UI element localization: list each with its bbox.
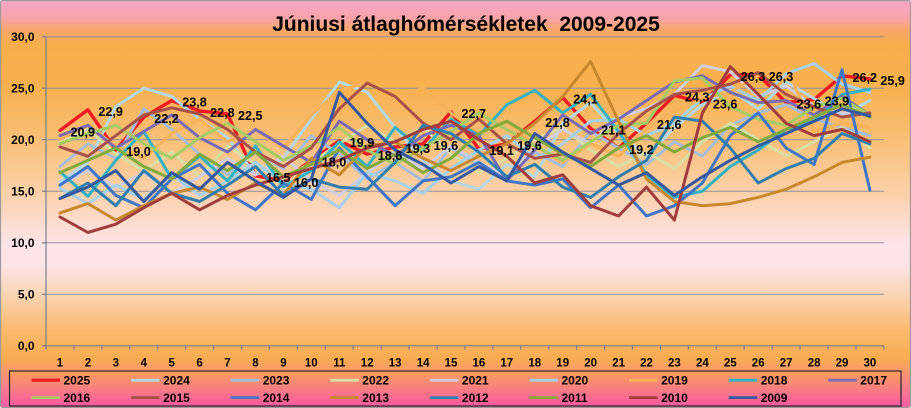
svg-text:19: 19 bbox=[556, 358, 569, 370]
svg-text:23,6: 23,6 bbox=[713, 98, 738, 112]
svg-text:5,0: 5,0 bbox=[18, 288, 35, 302]
svg-text:19,6: 19,6 bbox=[434, 139, 459, 153]
svg-text:19,1: 19,1 bbox=[489, 144, 514, 158]
svg-text:19,3: 19,3 bbox=[406, 142, 431, 156]
svg-text:18,6: 18,6 bbox=[378, 149, 403, 163]
svg-text:25,0: 25,0 bbox=[11, 81, 35, 95]
svg-text:23,9: 23,9 bbox=[825, 95, 850, 109]
svg-text:21: 21 bbox=[612, 358, 625, 370]
svg-text:2024: 2024 bbox=[163, 373, 190, 387]
svg-text:22: 22 bbox=[640, 358, 653, 370]
svg-text:22,9: 22,9 bbox=[98, 105, 123, 119]
svg-text:30: 30 bbox=[864, 358, 877, 370]
svg-text:2023: 2023 bbox=[263, 373, 290, 387]
svg-text:2012: 2012 bbox=[462, 391, 489, 405]
svg-text:24: 24 bbox=[696, 358, 709, 370]
svg-text:2009: 2009 bbox=[761, 391, 788, 405]
svg-text:18: 18 bbox=[528, 358, 541, 370]
svg-text:6: 6 bbox=[196, 358, 202, 370]
svg-text:2025: 2025 bbox=[64, 373, 91, 387]
svg-text:18,0: 18,0 bbox=[322, 155, 347, 169]
svg-text:26: 26 bbox=[752, 358, 765, 370]
svg-text:15,0: 15,0 bbox=[11, 184, 35, 198]
svg-text:23,6: 23,6 bbox=[797, 98, 822, 112]
svg-text:30,0: 30,0 bbox=[11, 30, 35, 44]
svg-text:20: 20 bbox=[584, 358, 597, 370]
svg-text:11: 11 bbox=[333, 358, 346, 370]
svg-text:8: 8 bbox=[252, 358, 259, 370]
svg-text:16,0: 16,0 bbox=[294, 176, 319, 190]
svg-text:21,8: 21,8 bbox=[545, 116, 570, 130]
svg-text:25: 25 bbox=[724, 358, 737, 370]
svg-text:2020: 2020 bbox=[562, 373, 589, 387]
svg-text:24,1: 24,1 bbox=[573, 93, 598, 107]
svg-text:21,1: 21,1 bbox=[601, 123, 626, 137]
svg-text:2016: 2016 bbox=[64, 391, 91, 405]
svg-text:12: 12 bbox=[361, 358, 374, 370]
svg-text:13: 13 bbox=[389, 358, 402, 370]
svg-text:29: 29 bbox=[836, 358, 849, 370]
svg-text:26,3: 26,3 bbox=[741, 70, 766, 84]
svg-text:26,2: 26,2 bbox=[853, 71, 878, 85]
svg-text:23: 23 bbox=[668, 358, 681, 370]
svg-text:9: 9 bbox=[280, 358, 286, 370]
svg-text:15: 15 bbox=[445, 358, 458, 370]
svg-text:24,3: 24,3 bbox=[685, 90, 710, 104]
svg-text:2014: 2014 bbox=[263, 391, 290, 405]
svg-text:20,9: 20,9 bbox=[71, 125, 96, 139]
svg-text:5: 5 bbox=[168, 358, 175, 370]
svg-text:16,5: 16,5 bbox=[266, 171, 291, 185]
svg-text:2013: 2013 bbox=[362, 391, 389, 405]
svg-text:22,8: 22,8 bbox=[210, 106, 235, 120]
svg-text:23,8: 23,8 bbox=[182, 96, 207, 110]
svg-text:2: 2 bbox=[85, 358, 91, 370]
svg-text:21,6: 21,6 bbox=[657, 118, 682, 132]
svg-text:10,0: 10,0 bbox=[11, 236, 35, 250]
svg-text:2011: 2011 bbox=[562, 391, 588, 405]
svg-text:25,9: 25,9 bbox=[880, 74, 905, 88]
svg-text:26,3: 26,3 bbox=[769, 70, 794, 84]
svg-text:10: 10 bbox=[305, 358, 318, 370]
svg-text:2010: 2010 bbox=[661, 391, 688, 405]
svg-text:19,9: 19,9 bbox=[350, 136, 375, 150]
svg-text:19,0: 19,0 bbox=[126, 145, 151, 159]
svg-text:2021: 2021 bbox=[462, 373, 489, 387]
svg-text:16: 16 bbox=[473, 358, 486, 370]
svg-text:2017: 2017 bbox=[860, 373, 887, 387]
svg-text:17: 17 bbox=[500, 358, 513, 370]
svg-text:2022: 2022 bbox=[362, 373, 389, 387]
svg-text:28: 28 bbox=[808, 358, 821, 370]
svg-text:3: 3 bbox=[113, 358, 119, 370]
svg-text:7: 7 bbox=[224, 358, 230, 370]
svg-text:27: 27 bbox=[780, 358, 793, 370]
svg-text:1: 1 bbox=[57, 358, 64, 370]
svg-text:0,0: 0,0 bbox=[18, 339, 35, 353]
svg-text:2019: 2019 bbox=[661, 373, 688, 387]
svg-text:4: 4 bbox=[141, 358, 148, 370]
svg-text:20,0: 20,0 bbox=[11, 133, 35, 147]
svg-text:Júniusi átlaghőmérsékletek 20: Júniusi átlaghőmérsékletek 2009-2025 bbox=[272, 13, 660, 36]
svg-text:22,7: 22,7 bbox=[462, 107, 487, 121]
svg-text:22,5: 22,5 bbox=[238, 109, 263, 123]
svg-text:2018: 2018 bbox=[761, 373, 788, 387]
svg-text:22,2: 22,2 bbox=[154, 112, 179, 126]
svg-text:19,6: 19,6 bbox=[517, 139, 542, 153]
svg-text:14: 14 bbox=[417, 358, 430, 370]
svg-text:2015: 2015 bbox=[163, 391, 190, 405]
svg-text:19,2: 19,2 bbox=[629, 143, 654, 157]
